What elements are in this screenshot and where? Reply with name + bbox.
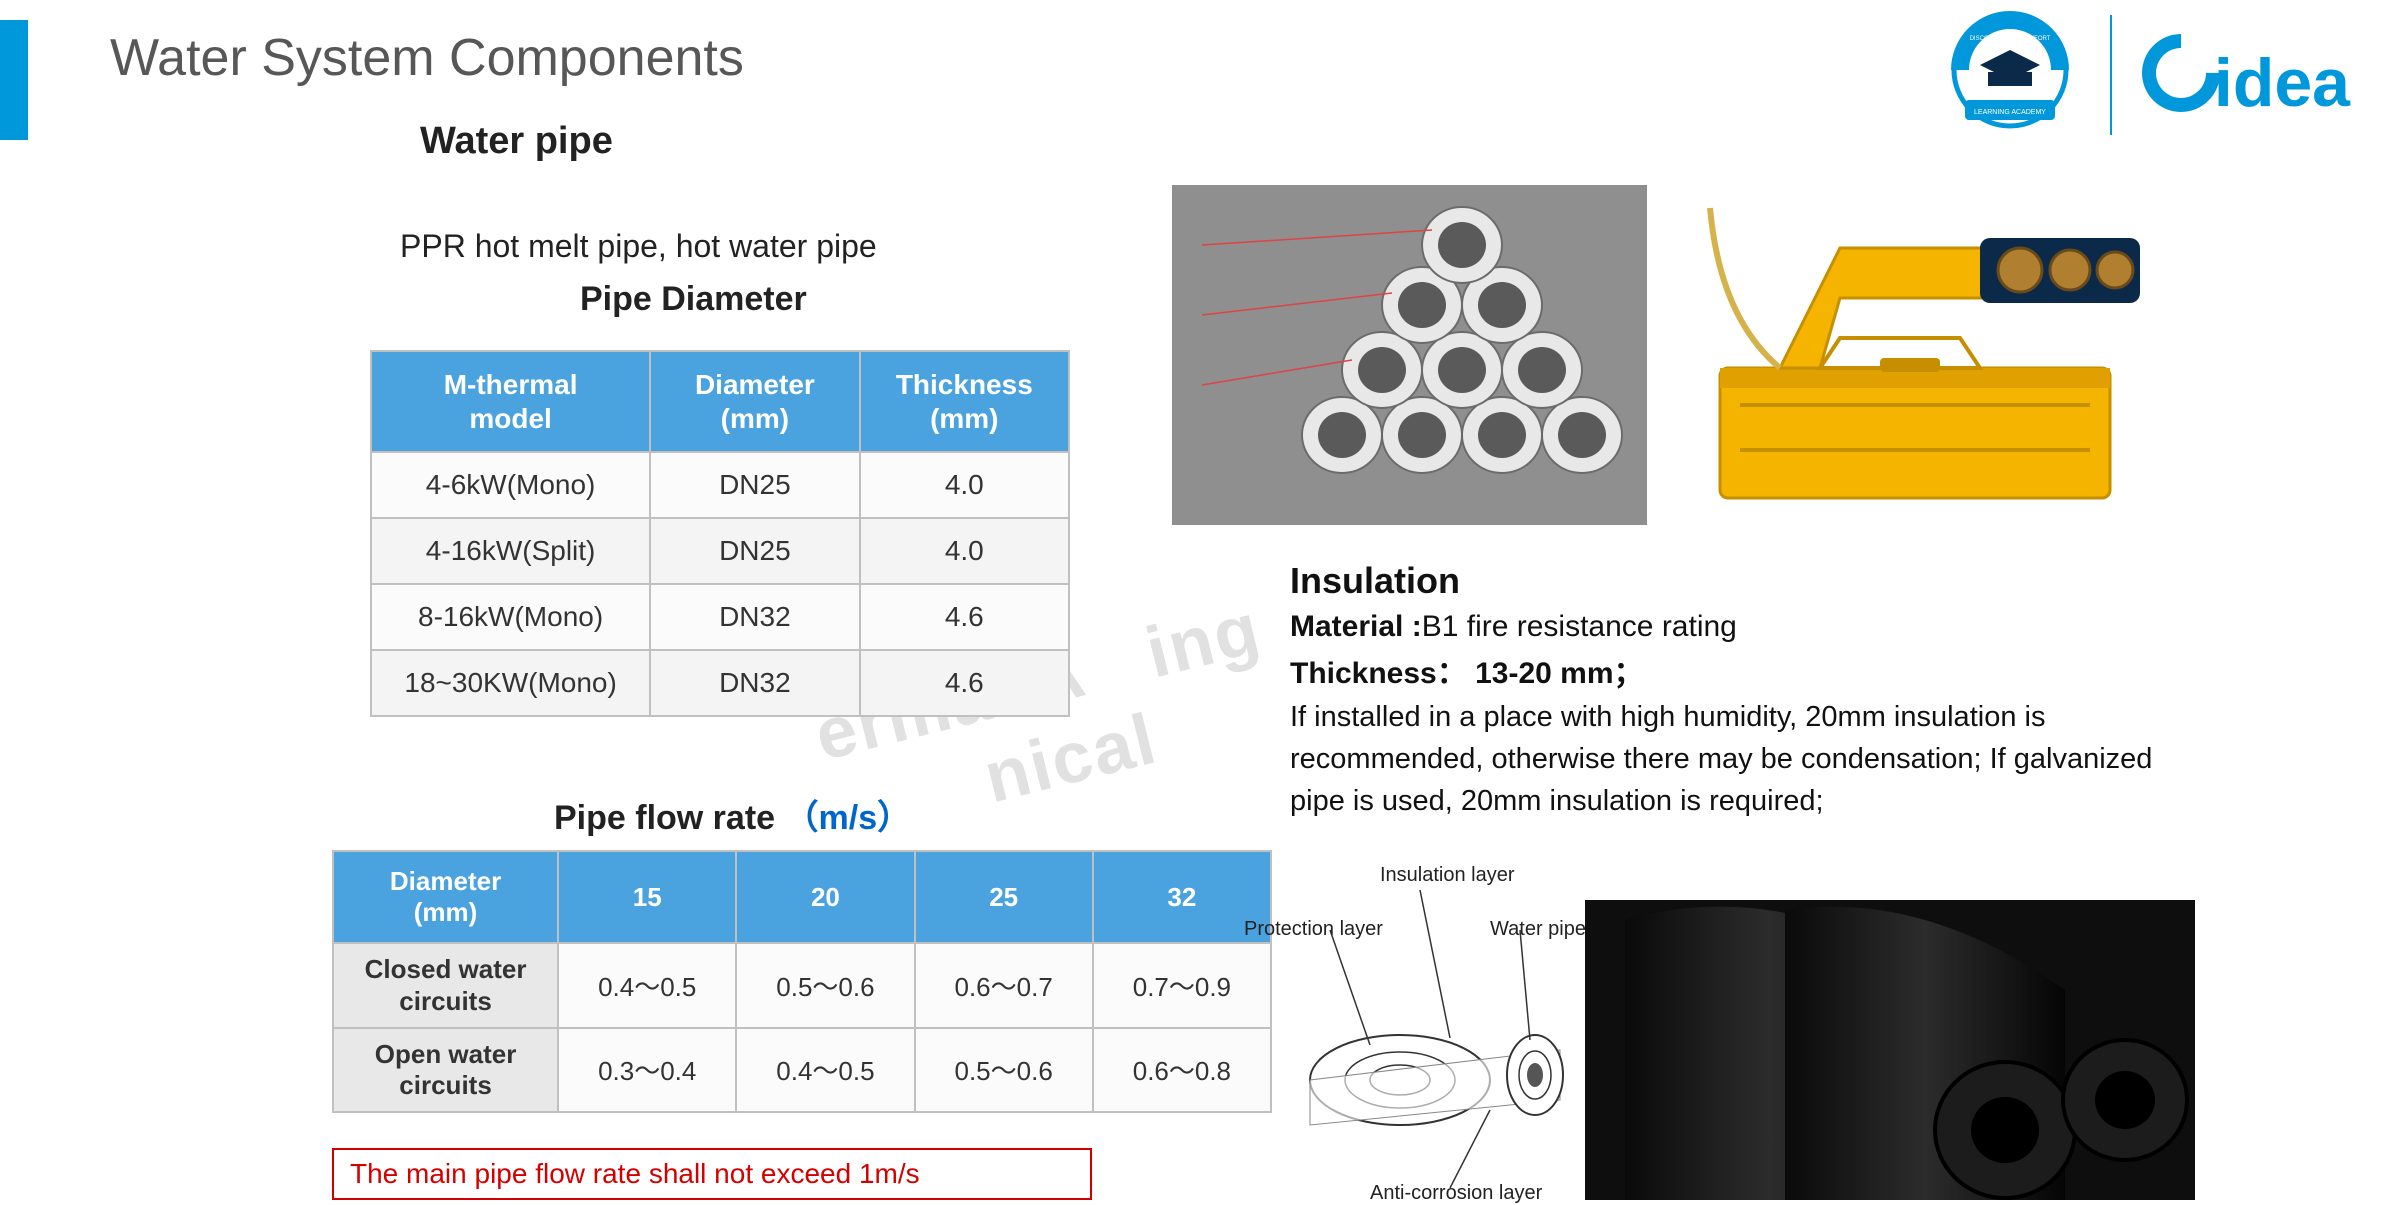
academy-badge: DISCOVER EASY COMFORT MBT LEARNING ACADE…	[1940, 10, 2080, 140]
logo-group: DISCOVER EASY COMFORT MBT LEARNING ACADE…	[1940, 10, 2350, 140]
pipe-diameter-table: M-thermalmodel Diameter(mm) Thickness(mm…	[370, 350, 1070, 717]
label-water-pipe: Water pipe	[1490, 918, 1586, 941]
table1-col0: M-thermalmodel	[444, 369, 578, 434]
table-header-row: M-thermalmodel Diameter(mm) Thickness(mm…	[371, 351, 1069, 452]
insulation-thickness: Thickness： 13-20 mm；	[1290, 648, 2190, 692]
svg-text:DISCOVER EASY COMFORT: DISCOVER EASY COMFORT	[1970, 36, 2051, 42]
logo-divider	[2110, 15, 2112, 135]
label-anti-corrosion: Anti-corrosion layer	[1370, 1182, 1542, 1205]
table-row: 18~30KW(Mono)DN324.6	[371, 650, 1069, 716]
welding-tool-image	[1660, 168, 2160, 523]
section-heading: Water pipe	[420, 120, 613, 163]
flow-rate-table: Diameter(mm) 15 20 25 32 Closed watercir…	[332, 850, 1272, 1113]
accent-bar	[0, 20, 28, 140]
table1-col2: Thickness(mm)	[896, 369, 1033, 434]
insulation-title: Insulation	[1290, 560, 2190, 602]
label-insulation-layer: Insulation layer	[1380, 864, 1515, 887]
table-row: Closed watercircuits 0.4～0.5 0.5～0.6 0.6…	[333, 943, 1271, 1027]
label-protection-layer: Protection layer	[1244, 918, 1383, 941]
table-row: Open watercircuits 0.3～0.4 0.4～0.5 0.5～0…	[333, 1028, 1271, 1112]
table1-title: Pipe Diameter	[580, 280, 807, 319]
insulation-material: Material :B1 fire resistance rating	[1290, 610, 2190, 644]
section-subtitle: PPR hot melt pipe, hot water pipe	[400, 228, 877, 265]
table-row: 4-6kW(Mono)DN254.0	[371, 452, 1069, 518]
table-header-row: Diameter(mm) 15 20 25 32	[333, 851, 1271, 943]
page-title: Water System Components	[110, 28, 744, 88]
table2-title: Pipe flow rate （m/s）	[554, 790, 911, 839]
table-row: 4-16kW(Split)DN254.0	[371, 518, 1069, 584]
foam-insulation-image	[1585, 900, 2195, 1200]
table-row: 8-16kW(Mono)DN324.6	[371, 584, 1069, 650]
insulation-body: If installed in a place with high humidi…	[1290, 696, 2190, 822]
ppr-pipes-image	[1172, 185, 1647, 525]
brand-logo: idea	[2142, 28, 2350, 122]
svg-text:MBT: MBT	[2000, 86, 2020, 96]
flow-rate-warning: The main pipe flow rate shall not exceed…	[332, 1148, 1092, 1200]
brand-logo-text: idea	[2214, 44, 2350, 122]
svg-text:LEARNING ACADEMY: LEARNING ACADEMY	[1974, 109, 2046, 116]
table1-col1: Diameter(mm)	[695, 369, 815, 434]
insulation-diagram: Insulation layer Protection layer Water …	[1290, 870, 1570, 1200]
insulation-block: Insulation Material :B1 fire resistance …	[1290, 560, 2190, 822]
